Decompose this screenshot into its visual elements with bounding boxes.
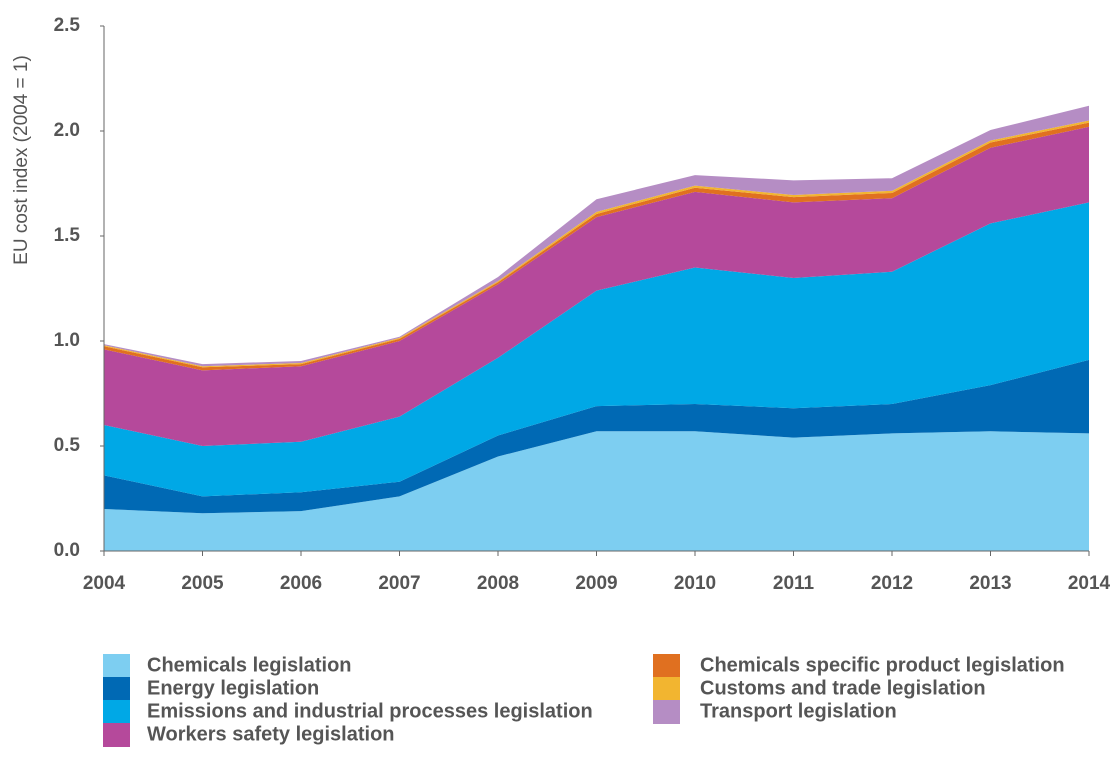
y-tick-label: 1.0 xyxy=(54,330,80,351)
x-tick-label: 2012 xyxy=(871,573,913,594)
area xyxy=(104,359,1089,514)
x-tick-label: 2011 xyxy=(773,573,815,594)
legend-swatch xyxy=(103,700,130,724)
x-tick-label: 2010 xyxy=(674,573,716,594)
area xyxy=(104,431,1089,551)
legend-swatch xyxy=(653,654,680,678)
y-tick-label: 2.5 xyxy=(54,15,81,36)
x-tick-label: 2008 xyxy=(477,573,519,594)
legend-swatch xyxy=(653,700,680,724)
x-tick-label: 2007 xyxy=(378,573,420,594)
y-tick-label: 0.0 xyxy=(54,540,80,561)
legend-swatch xyxy=(103,654,130,678)
legend-label: Workers safety legislation xyxy=(147,723,395,745)
legend-label: Chemicals specific product legislation xyxy=(700,654,1065,676)
y-tick-label: 2.0 xyxy=(54,120,80,141)
x-tick-label: 2009 xyxy=(575,573,617,594)
x-tick-label: 2014 xyxy=(1068,573,1111,594)
x-tick-label: 2013 xyxy=(969,573,1011,594)
legend-label: Energy legislation xyxy=(147,677,319,699)
x-tick-label: 2006 xyxy=(280,573,322,594)
legend-swatch xyxy=(653,677,680,701)
x-tick-label: 2005 xyxy=(181,573,224,594)
y-tick-label: 0.5 xyxy=(54,435,81,456)
legend-label: Chemicals legislation xyxy=(147,654,352,676)
y-tick-label: 1.5 xyxy=(54,225,81,246)
legend-swatch xyxy=(103,677,130,701)
area xyxy=(104,126,1089,447)
area xyxy=(104,122,1089,371)
x-tick-label: 2004 xyxy=(83,573,126,594)
legend-label: Customs and trade legislation xyxy=(700,677,986,699)
y-axis-label: EU cost index (2004 = 1) xyxy=(11,55,32,265)
area xyxy=(104,105,1089,367)
legend-label: Transport legislation xyxy=(700,700,897,722)
legend-swatch xyxy=(103,723,130,747)
legend-label: Emissions and industrial processes legis… xyxy=(147,700,593,722)
area xyxy=(104,202,1089,497)
